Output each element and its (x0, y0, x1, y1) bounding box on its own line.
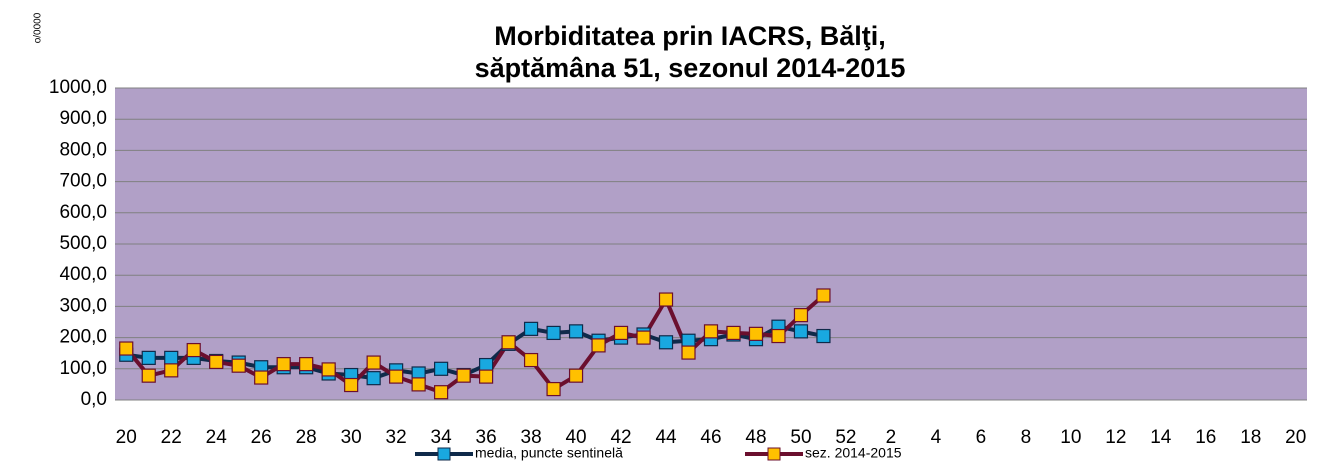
y-tick-label: 0,0 (81, 389, 107, 410)
x-tick-label: 14 (1150, 427, 1172, 448)
y-tick-label: 600,0 (59, 202, 107, 223)
series-marker (141, 350, 156, 365)
legend-label: media, puncte sentinelă (475, 445, 623, 461)
series-marker (771, 328, 786, 344)
series-marker (816, 288, 831, 303)
series-marker (411, 377, 426, 392)
x-tick-label: 30 (341, 427, 362, 448)
x-tick-label: 18 (1240, 427, 1261, 448)
x-tick-label: 28 (296, 427, 317, 448)
series-marker (434, 361, 449, 376)
y-tick-label: 500,0 (59, 233, 107, 254)
legend-marker (767, 447, 781, 461)
y-axis-label: o/0000 (33, 12, 44, 43)
series-marker (546, 325, 561, 341)
series-marker (726, 325, 741, 341)
y-tick-label: 700,0 (59, 171, 107, 192)
x-tick-label: 42 (610, 427, 631, 448)
x-tick-label: 44 (655, 427, 677, 448)
series-marker (658, 292, 674, 307)
series-marker (478, 369, 494, 384)
x-tick-label: 20 (1285, 427, 1306, 448)
x-tick-label: 12 (1105, 427, 1126, 448)
x-tick-label: 2 (886, 427, 897, 448)
series-marker (276, 357, 291, 372)
series-marker (793, 308, 809, 323)
series-marker (636, 330, 651, 345)
series-marker (703, 324, 719, 339)
series-marker (299, 357, 314, 372)
series-marker (141, 368, 156, 383)
x-tick-label: 50 (790, 427, 811, 448)
y-tick-label: 900,0 (59, 108, 107, 129)
y-tick-label: 300,0 (59, 295, 107, 316)
series-marker (816, 328, 831, 344)
series-marker (321, 362, 336, 377)
series-marker (254, 370, 269, 385)
chart-title: săptămâna 51, sezonul 2014-2015 (475, 53, 906, 83)
series-marker (793, 324, 809, 339)
x-tick-label: 34 (431, 427, 453, 448)
series-marker (366, 355, 381, 370)
series-marker (456, 368, 471, 383)
x-tick-label: 40 (565, 427, 586, 448)
chart-title: Morbiditatea prin IACRS, Bălţi, (494, 21, 886, 51)
series-marker (434, 385, 449, 400)
x-tick-label: 48 (745, 427, 766, 448)
x-tick-label: 24 (206, 427, 228, 448)
series-marker (231, 358, 246, 373)
series-marker (568, 324, 584, 339)
series-marker (613, 325, 629, 341)
series-marker (164, 350, 179, 365)
x-tick-label: 4 (931, 427, 942, 448)
x-tick-label: 22 (161, 427, 182, 448)
series-marker (119, 341, 134, 356)
legend-marker (437, 447, 451, 461)
x-tick-label: 52 (835, 427, 856, 448)
series-marker (209, 354, 224, 370)
series-marker (164, 363, 179, 378)
x-tick-label: 26 (251, 427, 272, 448)
series-marker (658, 335, 674, 350)
y-tick-label: 800,0 (59, 139, 107, 160)
legend-label: sez. 2014-2015 (805, 445, 902, 461)
series-marker (186, 342, 201, 358)
y-tick-label: 400,0 (59, 264, 107, 285)
y-tick-label: 1000,0 (49, 77, 107, 98)
series-marker (366, 371, 381, 386)
x-tick-label: 6 (976, 427, 987, 448)
x-tick-label: 36 (476, 427, 497, 448)
x-tick-label: 8 (1021, 427, 1032, 448)
series-marker (523, 321, 539, 336)
x-tick-label: 10 (1060, 427, 1081, 448)
series-marker (344, 377, 359, 393)
x-tick-label: 38 (521, 427, 542, 448)
series-marker (681, 345, 696, 360)
series-marker (389, 369, 404, 384)
x-tick-label: 16 (1195, 427, 1216, 448)
series-marker (523, 352, 539, 368)
y-tick-label: 200,0 (59, 327, 107, 348)
series-marker (546, 381, 561, 397)
series-marker (681, 333, 696, 348)
series-marker (501, 335, 516, 350)
series-marker (568, 368, 584, 383)
x-tick-label: 46 (700, 427, 721, 448)
y-tick-label: 100,0 (59, 358, 107, 379)
x-tick-label: 32 (386, 427, 407, 448)
series-marker (591, 338, 606, 353)
series-marker (748, 326, 764, 341)
x-tick-label: 20 (116, 427, 137, 448)
